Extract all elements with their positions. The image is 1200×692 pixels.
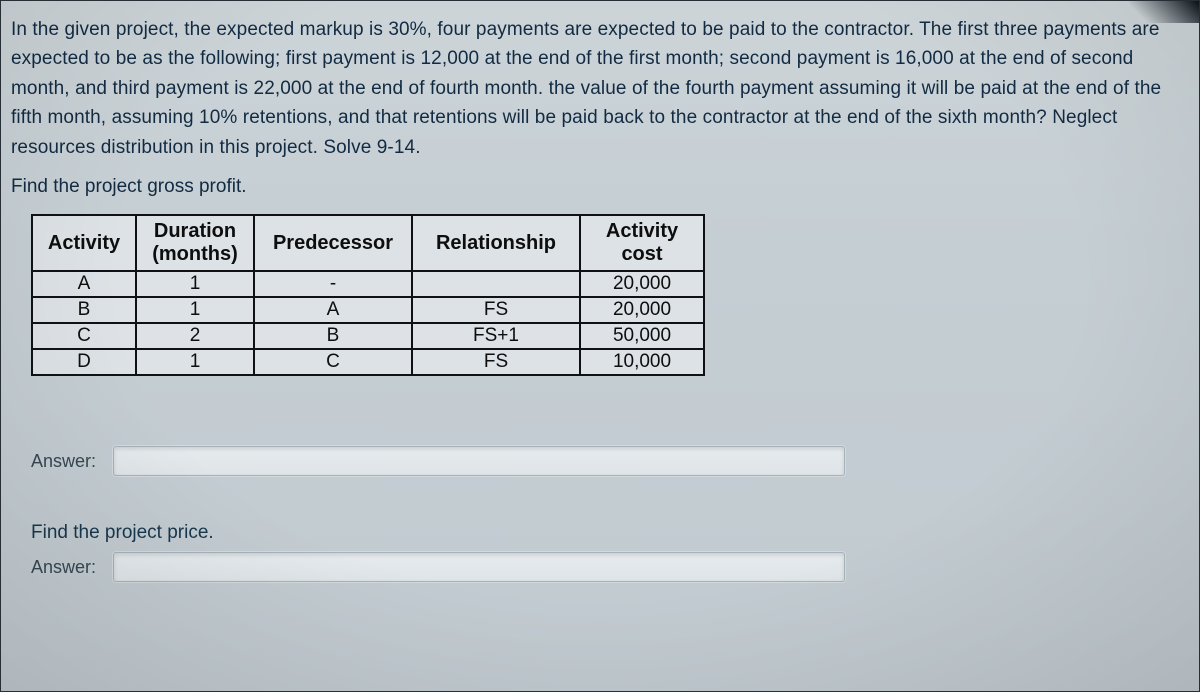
cell-cost: 50,000 xyxy=(580,323,704,349)
table-row: C 2 B FS+1 50,000 xyxy=(32,323,704,349)
col-header-cost-line1: Activity xyxy=(606,220,678,242)
table-body: A 1 - 20,000 B 1 A FS 20,000 C 2 B FS+1 … xyxy=(32,271,704,375)
cell-predecessor: B xyxy=(254,323,412,349)
table-row: B 1 A FS 20,000 xyxy=(32,297,704,323)
answer-block-gross-profit: Answer: xyxy=(31,446,1183,476)
cell-duration: 1 xyxy=(136,349,254,375)
answer-input-gross-profit[interactable] xyxy=(113,446,845,476)
cell-predecessor: - xyxy=(254,271,412,297)
cell-duration: 1 xyxy=(136,297,254,323)
cell-relationship: FS xyxy=(412,297,580,323)
cell-predecessor: C xyxy=(254,349,412,375)
col-header-relationship: Relationship xyxy=(412,215,580,271)
col-header-duration-line1: Duration xyxy=(154,220,236,242)
question-screen: In the given project, the expected marku… xyxy=(0,0,1200,692)
question-body: In the given project, the expected marku… xyxy=(9,13,1183,170)
col-header-duration-line2: (months) xyxy=(152,243,238,265)
activity-table: Activity Duration (months) Predecessor R… xyxy=(31,214,705,376)
col-header-activity: Activity xyxy=(32,215,136,271)
table-row: D 1 C FS 10,000 xyxy=(32,349,704,375)
answer-label: Answer: xyxy=(31,451,109,472)
prompt-project-price: Find the project price. xyxy=(31,522,1183,544)
cell-cost: 20,000 xyxy=(580,271,704,297)
answer-label: Answer: xyxy=(31,557,109,578)
cell-cost: 20,000 xyxy=(580,297,704,323)
cell-duration: 1 xyxy=(136,271,254,297)
cell-activity: A xyxy=(32,271,136,297)
prompt-gross-profit: Find the project gross profit. xyxy=(9,170,1183,210)
cell-relationship: FS+1 xyxy=(412,323,580,349)
cell-activity: D xyxy=(32,349,136,375)
table-header-row: Activity Duration (months) Predecessor R… xyxy=(32,215,704,271)
cell-activity: C xyxy=(32,323,136,349)
cell-cost: 10,000 xyxy=(580,349,704,375)
col-header-cost-line2: cost xyxy=(621,243,662,265)
cell-duration: 2 xyxy=(136,323,254,349)
answer-block-project-price: Answer: xyxy=(31,552,1183,582)
col-header-duration: Duration (months) xyxy=(136,215,254,271)
cell-relationship: FS xyxy=(412,349,580,375)
screen-vignette-corner xyxy=(1129,1,1199,23)
col-header-cost: Activity cost xyxy=(580,215,704,271)
table-row: A 1 - 20,000 xyxy=(32,271,704,297)
answer-input-project-price[interactable] xyxy=(113,552,845,582)
col-header-predecessor: Predecessor xyxy=(254,215,412,271)
cell-predecessor: A xyxy=(254,297,412,323)
cell-activity: B xyxy=(32,297,136,323)
cell-relationship xyxy=(412,271,580,297)
